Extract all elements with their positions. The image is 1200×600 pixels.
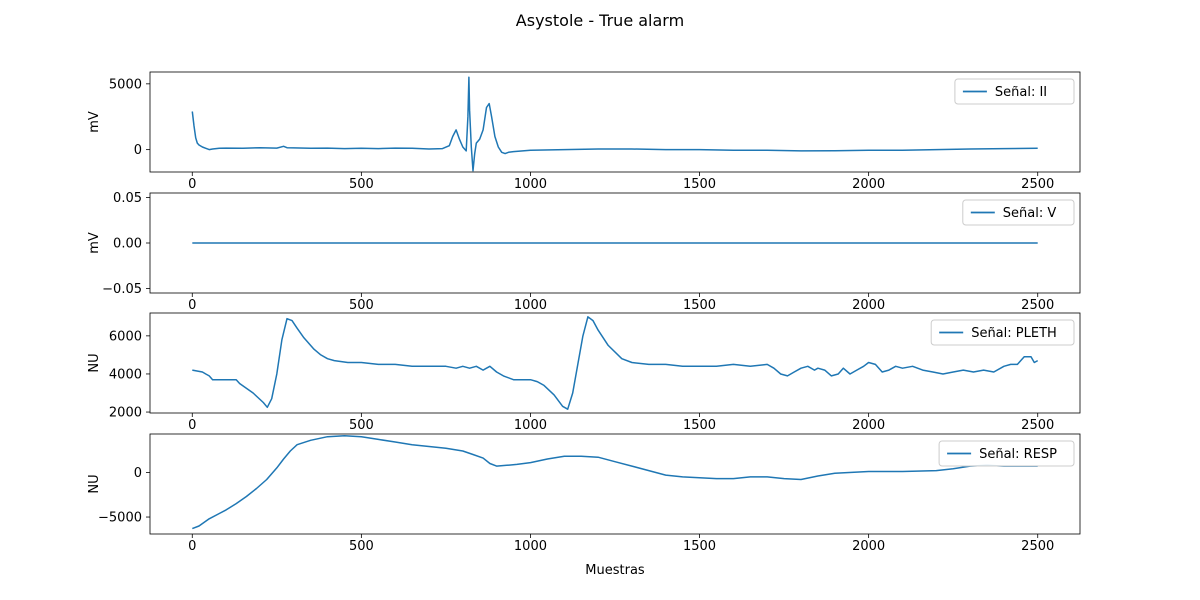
x-tick-label: 500 — [349, 418, 374, 433]
legend: Señal: II — [954, 78, 1075, 105]
y-axis-label: mV — [87, 111, 102, 133]
y-tick-label: −0.05 — [102, 282, 142, 297]
legend-label: Señal: V — [1003, 206, 1057, 221]
legend-box — [962, 199, 1075, 226]
legend: Señal: V — [962, 199, 1075, 226]
subplot-3: 0 500 1000 1500 2000 2500 2000 4000 6000 NU Señal:… — [87, 312, 1081, 433]
legend: Señal: RESP — [938, 440, 1075, 467]
x-tick-label: 500 — [349, 539, 374, 554]
x-tick-label: 0 — [188, 177, 196, 192]
y-tick-label: −5000 — [98, 511, 142, 526]
x-tick-label: 1000 — [514, 298, 547, 313]
y-tick-label: 0.00 — [113, 237, 142, 252]
x-tick-label: 2000 — [852, 418, 885, 433]
axes-frame — [149, 71, 1081, 173]
x-tick-label: 2500 — [1021, 177, 1054, 192]
x-tick-label: 2000 — [852, 298, 885, 313]
legend-box — [930, 319, 1075, 346]
y-axis-label: NU — [87, 353, 102, 372]
y-axis-label: mV — [87, 232, 102, 254]
x-tick-label: 500 — [349, 298, 374, 313]
x-tick-label: 2000 — [852, 177, 885, 192]
legend-box — [938, 440, 1075, 467]
x-tick-label: 1500 — [683, 298, 716, 313]
subplot-4: 0 500 1000 1500 2000 2500 −5000 0 NU Muestras Seña… — [87, 433, 1081, 578]
series-line-se-al-pleth — [192, 316, 1039, 410]
y-tick-label: 0 — [134, 143, 142, 158]
y-tick-label: 2000 — [109, 406, 142, 421]
axes-frame — [149, 312, 1081, 414]
x-tick-label: 500 — [349, 177, 374, 192]
x-tick-label: 0 — [188, 418, 196, 433]
x-tick-label: 2500 — [1021, 418, 1054, 433]
x-axis-label: Muestras — [585, 563, 645, 578]
subplot-2: 0 500 1000 1500 2000 2500 −0.05 0.00 0.05 mV Señal… — [87, 191, 1081, 313]
y-tick-label: 5000 — [109, 77, 142, 92]
legend-box — [954, 78, 1075, 105]
legend: Señal: PLETH — [930, 319, 1075, 346]
x-tick-label: 2000 — [852, 539, 885, 554]
y-tick-label: 6000 — [109, 329, 142, 344]
legend-label: Señal: RESP — [979, 447, 1057, 462]
x-tick-label: 0 — [188, 539, 196, 554]
x-tick-label: 2500 — [1021, 539, 1054, 554]
legend-label: Señal: II — [995, 85, 1047, 100]
y-axis-label: NU — [87, 474, 102, 493]
x-tick-label: 1500 — [683, 177, 716, 192]
series-line-se-al-resp — [192, 435, 1038, 530]
y-tick-label: 0.05 — [113, 191, 142, 206]
x-tick-label: 2500 — [1021, 298, 1054, 313]
axes-frame — [149, 433, 1081, 535]
subplot-1: 0 500 1000 1500 2000 2500 0 5000 mV Señal: II — [87, 71, 1081, 192]
y-tick-label: 0 — [134, 466, 142, 481]
x-tick-label: 0 — [188, 298, 196, 313]
x-tick-label: 1000 — [514, 177, 547, 192]
legend-label: Señal: PLETH — [971, 326, 1057, 341]
x-tick-label: 1500 — [683, 539, 716, 554]
x-tick-label: 1000 — [514, 418, 547, 433]
x-tick-label: 1000 — [514, 539, 547, 554]
series-line-se-al-ii — [191, 76, 1038, 172]
figure-title: Asystole - True alarm — [516, 11, 684, 30]
y-tick-label: 4000 — [109, 367, 142, 382]
x-tick-label: 1500 — [683, 418, 716, 433]
